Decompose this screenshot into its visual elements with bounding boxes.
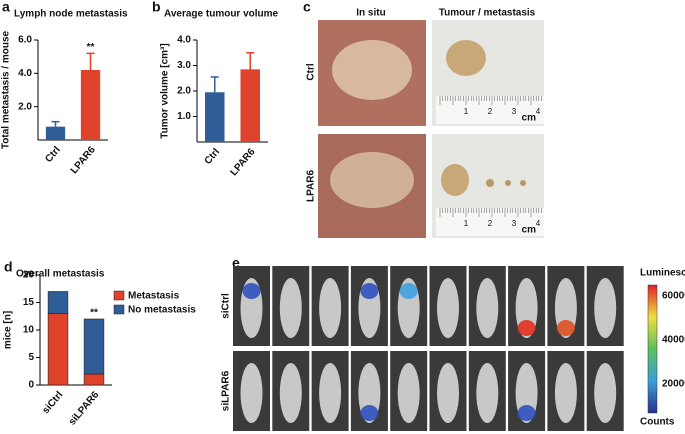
ruler-label: 1 [464,107,469,116]
chart-title: Overall metastasis [16,269,105,280]
mouse [397,363,420,423]
signal [556,320,575,336]
panel-letter: a [2,0,10,15]
annotation: ** [90,308,98,319]
row-label: LPAR6 [306,170,317,202]
y-tick-label: 10 [23,325,35,336]
signal [517,405,536,421]
y-axis-label: mice [n] [3,311,14,349]
ruler-label: 3 [512,219,517,228]
y-tick-label: 2.0 [18,101,32,112]
signal [517,320,536,336]
ruler-label: 4 [536,219,541,228]
column-label: Tumour / metastasis [439,8,536,19]
mouse-images [233,266,624,431]
x-tick-label: Ctrl [203,146,223,166]
bar [240,69,261,142]
colorbar [647,284,658,414]
bar-segment [47,291,69,314]
row-label: Ctrl [306,63,317,80]
signal [399,283,418,299]
legend-label: Metastasis [128,291,180,302]
x-tick-label: siLPAR6 [67,389,102,427]
bar [45,126,66,140]
mouse [240,363,263,423]
x-tick-label: siCtrl [40,389,65,416]
y-tick-label: 20 [23,270,35,281]
row-label: siLPAR6 [221,370,232,411]
x-tick-label: LPAR6 [229,146,258,178]
ruler-unit: cm [522,225,537,236]
signal [242,283,261,299]
mouse [476,278,499,338]
y-axis-label: Tumor volume [cm³] [160,43,171,138]
mouse [594,278,617,338]
y-tick-label: 15 [23,297,35,308]
mouse [279,278,302,338]
panel-letter: c [303,0,311,15]
mouse [279,363,302,423]
panel-letter: e [232,255,240,271]
ruler-label: 3 [512,107,517,116]
colorbar-tick: 60000 [662,291,685,302]
mouse [554,363,577,423]
legend-swatch [113,304,125,315]
signal [360,405,379,421]
ruler-label: 4 [536,107,541,116]
bar-segment [83,373,105,386]
y-tick-label: 0 [28,380,34,391]
ruler-unit: cm [522,113,537,124]
panel-letter: d [4,259,13,275]
x-tick-label: Ctrl [43,144,63,164]
y-axis-label: Total metastasis / mouse [1,30,12,149]
colorbar-title: Luminescence [640,268,685,279]
bar [204,92,225,142]
mouse [476,363,499,423]
column-label: In situ [356,8,385,19]
signal [360,283,379,299]
legend-swatch [113,290,125,301]
ruler-label: 2 [488,219,493,228]
y-tick-label: 2.0 [177,86,191,97]
chart-title: Average tumour volume [164,9,279,20]
chart-title: Lymph node metastasis [14,9,128,20]
ruler-label: 1 [464,219,469,228]
colorbar-tick: 40000 [662,335,685,346]
row-label: siCtrl [221,293,232,319]
panel-letter: b [152,0,161,15]
y-tick-label: 4.0 [177,35,191,46]
y-tick-label: 4.0 [18,68,32,79]
x-tick-label: LPAR6 [69,144,98,176]
y-tick-label: 3.0 [177,60,191,71]
ruler-label: 2 [488,107,493,116]
bar-segment [47,313,69,386]
y-tick-label: 6.0 [18,35,32,46]
annotation: ** [87,42,95,53]
mouse [319,363,342,423]
mouse [437,278,459,338]
bar-segment [83,318,105,375]
legend-label: No metastasis [128,305,196,316]
colorbar-tick: 20000 [662,379,685,390]
mouse [319,278,342,338]
y-tick-label: 5 [28,352,34,363]
mouse [594,363,617,423]
photos [318,20,544,238]
mouse [437,363,459,423]
colorbar-label: Counts [640,417,675,428]
y-tick-label: 1.0 [177,111,191,122]
bar [80,70,101,140]
